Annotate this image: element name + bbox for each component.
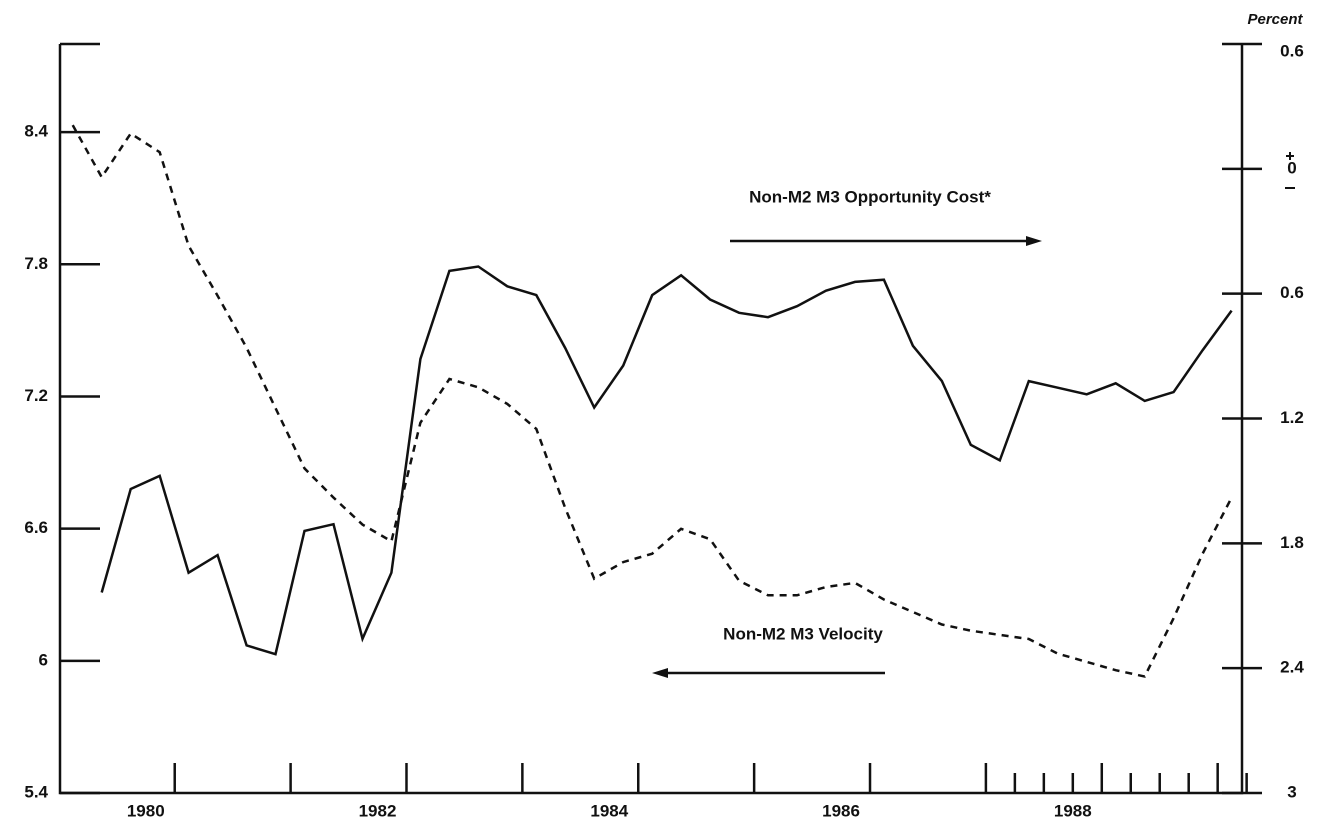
y2-tick-label: 1.2 bbox=[1280, 408, 1304, 427]
x-tick-label: 1986 bbox=[822, 801, 860, 820]
x-tick-label: 1980 bbox=[127, 801, 165, 820]
y2-tick-label: 0 bbox=[1287, 158, 1296, 177]
y-tick-label: 7.8 bbox=[24, 254, 48, 273]
y-tick-label: 5.4 bbox=[24, 782, 48, 801]
series-line bbox=[71, 124, 1233, 678]
annotation: Non-M2 M3 Opportunity Cost* bbox=[749, 187, 991, 206]
annotation: Non-M2 M3 Velocity bbox=[723, 624, 883, 643]
arrow-head bbox=[652, 668, 668, 678]
y2-tick-label: 0.6 bbox=[1280, 283, 1304, 302]
arrow-head bbox=[1026, 236, 1042, 246]
series-line bbox=[100, 265, 1233, 656]
x-tick-label: 1984 bbox=[590, 801, 628, 820]
y-tick-label: 6.6 bbox=[24, 518, 48, 537]
y2-tick-label: 3 bbox=[1287, 782, 1296, 801]
y-tick-label: 7.2 bbox=[24, 386, 48, 405]
y-tick-label: 8.4 bbox=[24, 122, 48, 141]
y2-axis-label: Percent bbox=[1247, 11, 1303, 28]
y-tick-label: 6 bbox=[39, 650, 48, 669]
y2-tick-label: 0.6 bbox=[1280, 41, 1304, 60]
y2-tick-label: 2.4 bbox=[1280, 658, 1304, 677]
x-tick-label: 1988 bbox=[1054, 801, 1092, 820]
axis-frame bbox=[58, 44, 1244, 795]
y2-tick-label: 1.8 bbox=[1280, 533, 1304, 552]
x-tick-label: 1982 bbox=[359, 801, 397, 820]
